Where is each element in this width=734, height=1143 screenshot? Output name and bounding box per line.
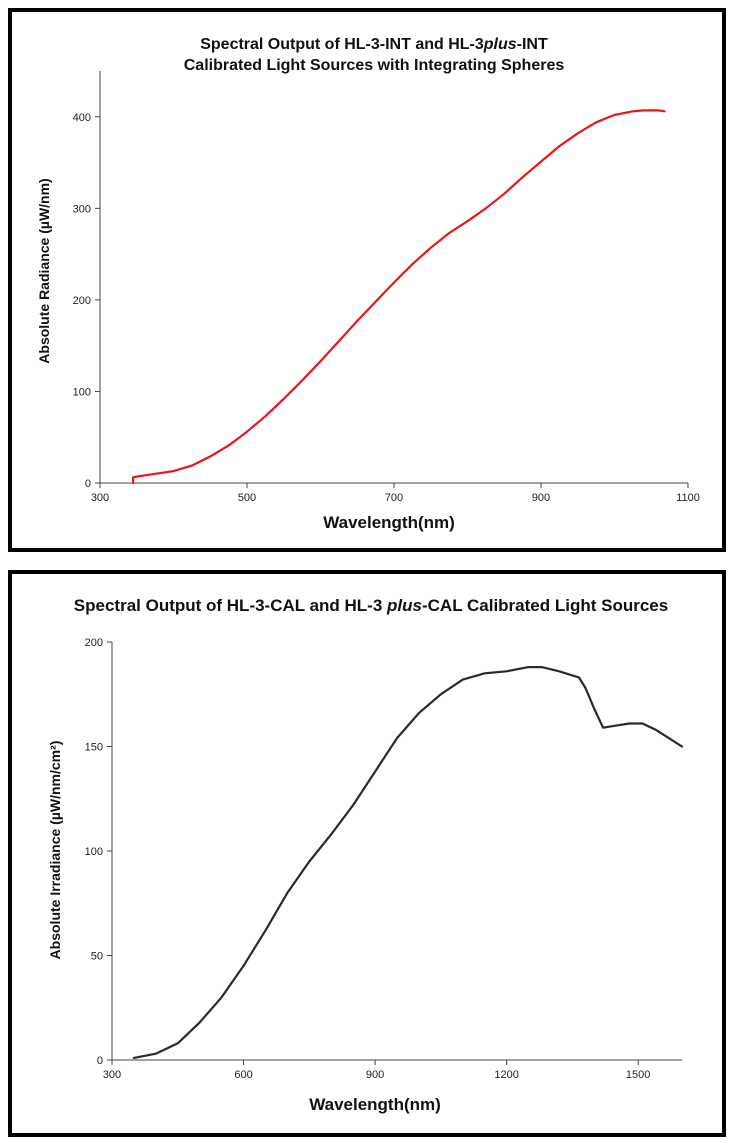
y-axis-label: Absolute Irradiance (µW/nm/cm²) bbox=[47, 741, 63, 960]
y-tick-label: 400 bbox=[73, 112, 91, 124]
chart-title-line-1: Spectral Output of HL-3-INT and HL-3plus… bbox=[200, 36, 548, 53]
y-tick-label: 0 bbox=[85, 478, 91, 490]
series-line bbox=[132, 109, 666, 485]
x-tick-label: 300 bbox=[103, 1069, 121, 1081]
y-tick-label: 200 bbox=[85, 637, 103, 649]
radiance-chart: Spectral Output of HL-3-INT and HL-3plus… bbox=[36, 36, 700, 532]
x-axis-label: Wavelength(nm) bbox=[323, 513, 455, 532]
x-tick-label: 1500 bbox=[626, 1069, 650, 1081]
x-tick-label: 1100 bbox=[676, 492, 700, 504]
x-tick-label: 900 bbox=[366, 1069, 384, 1081]
y-axis-label: Absolute Radiance (µW/nm) bbox=[36, 178, 52, 363]
chart-title: Spectral Output of HL-3-CAL and HL-3 plu… bbox=[74, 596, 668, 615]
x-tick-label: 300 bbox=[91, 492, 109, 504]
x-axis-label: Wavelength(nm) bbox=[309, 1095, 441, 1114]
x-tick-label: 500 bbox=[238, 492, 256, 504]
y-tick-label: 100 bbox=[85, 846, 103, 858]
x-tick-label: 900 bbox=[532, 492, 550, 504]
y-tick-label: 50 bbox=[91, 951, 103, 963]
y-tick-label: 150 bbox=[85, 742, 103, 754]
tick-group: 300 500 700 900 1100 0 100 200 300 400 bbox=[73, 112, 700, 504]
x-tick-label: 700 bbox=[385, 492, 403, 504]
y-tick-label: 300 bbox=[73, 203, 91, 215]
y-tick-label: 200 bbox=[73, 295, 91, 307]
irradiance-chart: Spectral Output of HL-3-CAL and HL-3 plu… bbox=[47, 596, 684, 1114]
series-line bbox=[132, 666, 684, 1059]
chart-title-line-2: Calibrated Light Sources with Integratin… bbox=[184, 57, 565, 74]
x-tick-label: 600 bbox=[234, 1069, 252, 1081]
chart-panel-bottom: Spectral Output of HL-3-CAL and HL-3 plu… bbox=[8, 570, 726, 1137]
tick-group: 300 600 900 1200 1500 0 50 100 150 200 bbox=[85, 637, 651, 1081]
chart-panel-top: Spectral Output of HL-3-INT and HL-3plus… bbox=[8, 8, 726, 552]
y-tick-label: 0 bbox=[97, 1055, 103, 1067]
y-tick-label: 100 bbox=[73, 386, 91, 398]
x-tick-label: 1200 bbox=[494, 1069, 518, 1081]
